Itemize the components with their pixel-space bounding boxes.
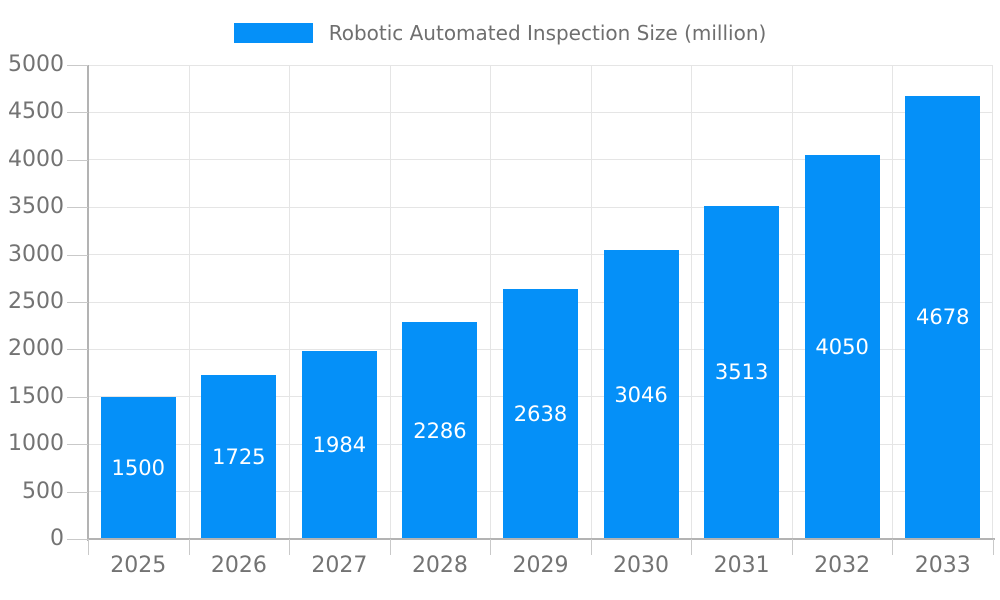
- y-axis-tick: [67, 539, 88, 540]
- x-axis-tick: [490, 539, 492, 555]
- plot-area: 1500 1725 1984 2286 2638 3046 3513 4050 4678: [88, 64, 993, 539]
- x-axis-tick: [389, 539, 391, 555]
- legend-swatch: [233, 23, 313, 43]
- x-axis-label-2029: 2029: [512, 553, 569, 578]
- v-gridline: [992, 65, 993, 539]
- h-gridline: [88, 254, 993, 256]
- v-gridline: [791, 65, 793, 539]
- bar-2032[interactable]: 4050: [804, 155, 880, 539]
- x-axis-tick: [892, 539, 894, 555]
- y-axis-tick: [67, 302, 88, 303]
- x-axis-tick: [791, 539, 793, 555]
- v-gridline: [490, 65, 492, 539]
- bar-value-label: 1725: [212, 445, 266, 470]
- v-gridline: [590, 65, 592, 539]
- bar-2033[interactable]: 4678: [905, 95, 981, 539]
- bar-value-label: 2638: [513, 401, 568, 426]
- bar-2030[interactable]: 3046: [603, 250, 679, 539]
- y-axis-line: [87, 65, 89, 541]
- v-gridline: [289, 65, 291, 539]
- bar-2025[interactable]: 1500: [100, 396, 176, 539]
- y-axis-tick: [67, 254, 88, 256]
- x-axis-tick: [590, 539, 592, 555]
- h-gridline: [88, 64, 993, 66]
- x-axis-line: [87, 538, 995, 540]
- y-axis-label-4000: 4000: [8, 146, 64, 172]
- legend-label: Robotic Automated Inspection Size (milli…: [328, 21, 767, 45]
- v-gridline: [389, 65, 391, 539]
- bar-value-label: 1984: [312, 432, 367, 457]
- x-axis-label-2031: 2031: [713, 553, 770, 578]
- bar-value-label: 3513: [714, 360, 769, 385]
- legend-item[interactable]: Robotic Automated Inspection Size (milli…: [0, 20, 1000, 46]
- y-axis-tick: [67, 112, 88, 114]
- bar-2026[interactable]: 1725: [201, 375, 277, 539]
- x-axis-tick: [691, 539, 693, 555]
- y-axis-tick: [67, 396, 88, 398]
- y-axis-label-1000: 1000: [8, 431, 64, 457]
- bar-2029[interactable]: 2638: [503, 288, 578, 539]
- y-axis-label-4500: 4500: [8, 99, 64, 125]
- h-gridline: [88, 206, 993, 208]
- y-axis-tick: [67, 491, 88, 493]
- x-axis-tick: [88, 539, 89, 555]
- bar-value-label: 1500: [111, 455, 165, 480]
- bar-2027[interactable]: 1984: [301, 350, 377, 539]
- y-axis-label-2000: 2000: [8, 336, 64, 362]
- x-axis-tick: [188, 539, 190, 555]
- bar-2031[interactable]: 3513: [704, 205, 780, 539]
- y-axis-tick: [67, 207, 88, 209]
- y-axis-tick: [67, 349, 88, 351]
- x-axis-label-2026: 2026: [210, 553, 267, 578]
- x-axis-tick: [289, 539, 291, 555]
- x-axis-label-2030: 2030: [613, 553, 670, 578]
- y-axis-label-2500: 2500: [8, 289, 64, 314]
- bar-2028[interactable]: 2286: [402, 322, 478, 539]
- h-gridline: [88, 111, 993, 113]
- y-axis-label-0: 0: [50, 526, 64, 551]
- v-gridline: [892, 65, 894, 539]
- y-axis-label-5000: 5000: [8, 52, 64, 77]
- bar-value-label: 2286: [413, 418, 467, 443]
- v-gridline: [188, 65, 190, 539]
- bar-value-label: 4678: [915, 305, 970, 330]
- x-axis-label-2027: 2027: [311, 553, 368, 578]
- x-axis-label-2032: 2032: [814, 553, 871, 578]
- y-axis-tick: [67, 444, 88, 446]
- v-gridline: [691, 65, 693, 539]
- bar-value-label: 4050: [815, 335, 869, 360]
- x-axis-tick: [993, 539, 994, 555]
- x-axis-label-2025: 2025: [110, 553, 167, 578]
- x-axis-label-2033: 2033: [914, 553, 971, 578]
- y-axis-label-500: 500: [22, 478, 64, 504]
- y-axis-tick: [67, 159, 88, 161]
- x-axis-label-2028: 2028: [411, 553, 468, 578]
- y-axis-tick: [67, 65, 88, 66]
- y-axis-label-3500: 3500: [8, 194, 64, 220]
- h-gridline: [88, 159, 993, 161]
- y-axis-label-3000: 3000: [8, 241, 64, 267]
- bar-value-label: 3046: [614, 382, 668, 407]
- y-axis-label-1500: 1500: [8, 383, 64, 409]
